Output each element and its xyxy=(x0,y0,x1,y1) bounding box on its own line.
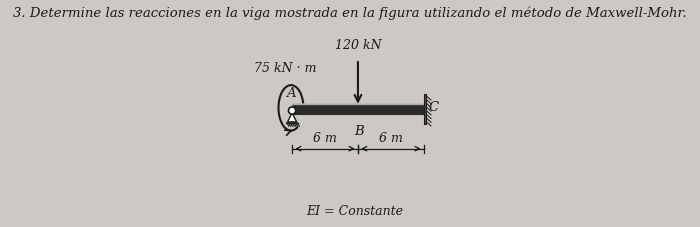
Text: A: A xyxy=(286,87,296,100)
Text: 75 kN · m: 75 kN · m xyxy=(254,62,316,75)
Bar xyxy=(424,94,426,124)
Text: 6 m: 6 m xyxy=(313,132,337,145)
Text: 120 kN: 120 kN xyxy=(335,39,382,52)
Polygon shape xyxy=(288,113,297,122)
Text: 6 m: 6 m xyxy=(379,132,402,145)
Text: B: B xyxy=(354,125,363,138)
Text: C: C xyxy=(429,101,439,114)
Text: 3. Determine las reacciones en la viga mostrada en la figura utilizando el métod: 3. Determine las reacciones en la viga m… xyxy=(13,7,687,20)
Text: EI = Constante: EI = Constante xyxy=(306,205,403,218)
Circle shape xyxy=(288,107,295,114)
